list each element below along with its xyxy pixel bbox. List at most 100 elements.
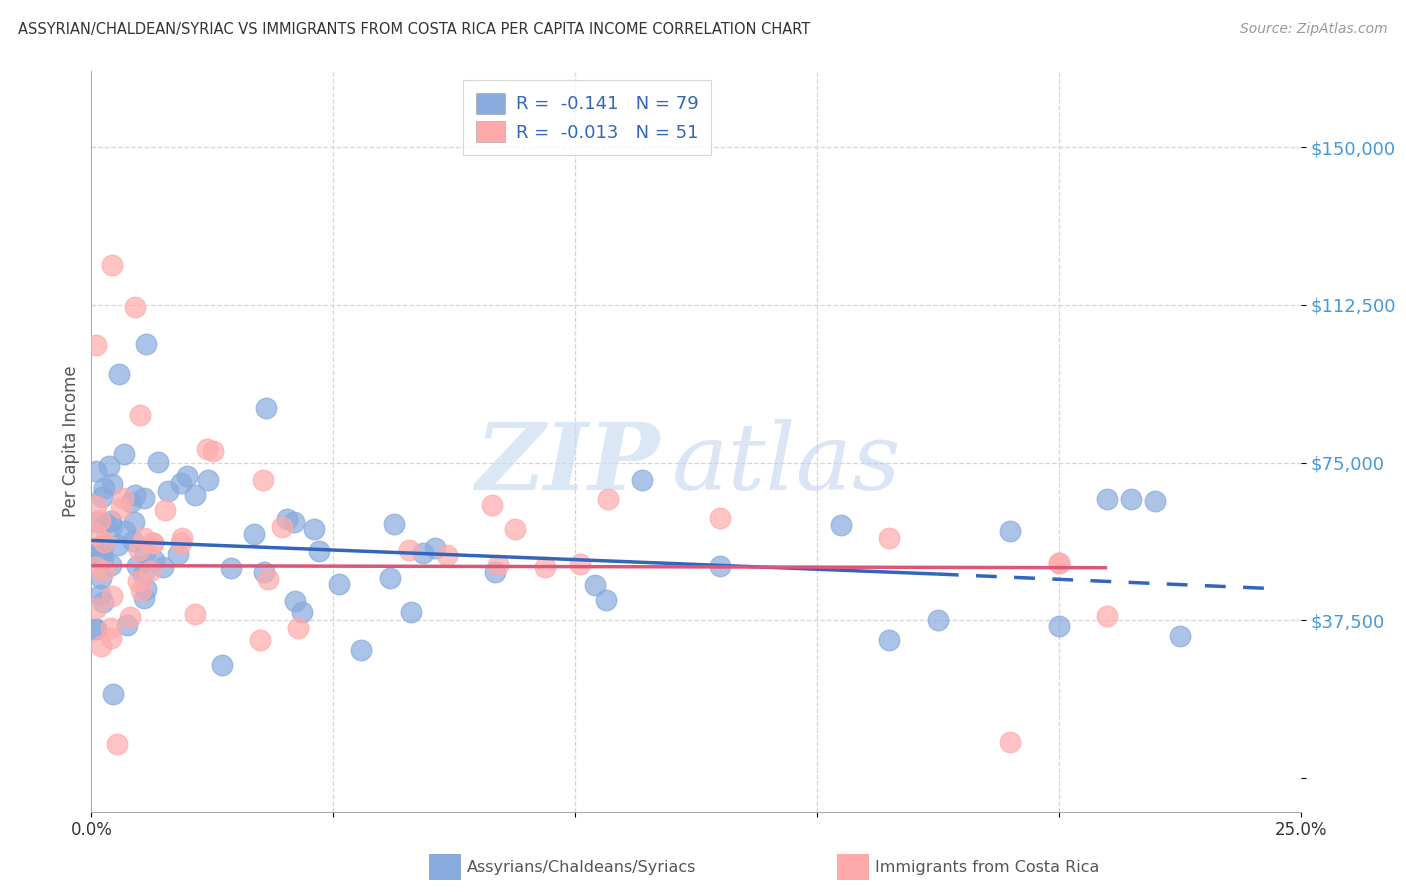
Point	[87, 552, 110, 566]
Point	[105, 738, 128, 752]
Point	[183, 607, 205, 622]
Text: atlas: atlas	[672, 418, 901, 508]
Point	[100, 621, 122, 635]
Point	[503, 523, 526, 537]
Point	[129, 582, 152, 597]
Point	[830, 518, 852, 533]
Point	[170, 531, 193, 545]
Point	[101, 477, 124, 491]
Point	[436, 548, 458, 562]
Point	[283, 515, 305, 529]
Point	[84, 623, 107, 637]
Point	[253, 566, 276, 580]
Point	[1047, 556, 1070, 570]
Point	[1095, 609, 1118, 624]
Text: Immigrants from Costa Rica: Immigrants from Costa Rica	[875, 860, 1099, 874]
Point	[91, 538, 114, 552]
Point	[101, 589, 124, 603]
Point	[143, 553, 166, 567]
Point	[84, 549, 107, 563]
Point	[84, 338, 107, 352]
Point	[195, 442, 218, 456]
Point	[486, 558, 509, 573]
Point	[127, 558, 149, 573]
Point	[254, 401, 277, 415]
Point	[170, 536, 193, 550]
Point	[84, 464, 107, 478]
Point	[412, 546, 434, 560]
Point	[1000, 735, 1022, 749]
Point	[107, 538, 129, 552]
Point	[534, 560, 557, 574]
Point	[709, 511, 731, 525]
Point	[93, 564, 115, 578]
Point	[176, 469, 198, 483]
Point	[107, 368, 129, 382]
Point	[271, 520, 294, 534]
Point	[249, 632, 271, 647]
Point	[284, 594, 307, 608]
Point	[114, 524, 136, 539]
Point	[84, 601, 107, 615]
Point	[86, 515, 108, 529]
Point	[1121, 491, 1143, 506]
Point	[287, 621, 309, 635]
Point	[100, 631, 122, 645]
Point	[115, 618, 138, 632]
Point	[350, 642, 373, 657]
Point	[89, 588, 111, 602]
Point	[93, 535, 115, 549]
Point	[118, 610, 141, 624]
Point	[152, 560, 174, 574]
Point	[398, 543, 420, 558]
Point	[484, 565, 506, 579]
Point	[211, 657, 233, 672]
Point	[142, 535, 165, 549]
Point	[84, 622, 107, 636]
Point	[84, 499, 107, 513]
Point	[302, 522, 325, 536]
Point	[100, 258, 122, 272]
Point	[128, 543, 150, 558]
Point	[148, 455, 170, 469]
Point	[879, 632, 901, 647]
Point	[202, 444, 225, 458]
Point	[1095, 492, 1118, 507]
Point	[308, 543, 330, 558]
Point	[89, 512, 111, 526]
Point	[425, 541, 447, 555]
Point	[481, 498, 503, 512]
Point	[91, 550, 114, 565]
Point	[184, 488, 207, 502]
Point	[709, 558, 731, 573]
Point	[156, 483, 179, 498]
Point	[139, 565, 162, 579]
Point	[134, 491, 156, 505]
Point	[129, 408, 152, 422]
Point	[94, 516, 117, 531]
Point	[100, 558, 122, 572]
Text: ZIP: ZIP	[475, 418, 659, 508]
Point	[127, 574, 149, 588]
Point	[122, 515, 145, 529]
Point	[1047, 556, 1070, 570]
Point	[879, 531, 901, 545]
Point	[378, 571, 401, 585]
Point	[1144, 493, 1167, 508]
Point	[134, 591, 156, 605]
Legend: R =  -0.141   N = 79, R =  -0.013   N = 51: R = -0.141 N = 79, R = -0.013 N = 51	[463, 80, 711, 154]
Point	[97, 459, 120, 474]
Point	[197, 473, 219, 487]
Point	[135, 582, 157, 596]
Point	[219, 560, 242, 574]
Point	[1047, 619, 1070, 633]
Point	[101, 519, 124, 533]
Point	[243, 527, 266, 541]
Point	[1000, 524, 1022, 539]
Point	[93, 481, 115, 495]
Text: ASSYRIAN/CHALDEAN/SYRIAC VS IMMIGRANTS FROM COSTA RICA PER CAPITA INCOME CORRELA: ASSYRIAN/CHALDEAN/SYRIAC VS IMMIGRANTS F…	[18, 22, 810, 37]
Point	[167, 547, 190, 561]
Point	[111, 491, 134, 505]
Point	[84, 560, 107, 574]
Point	[112, 447, 135, 461]
